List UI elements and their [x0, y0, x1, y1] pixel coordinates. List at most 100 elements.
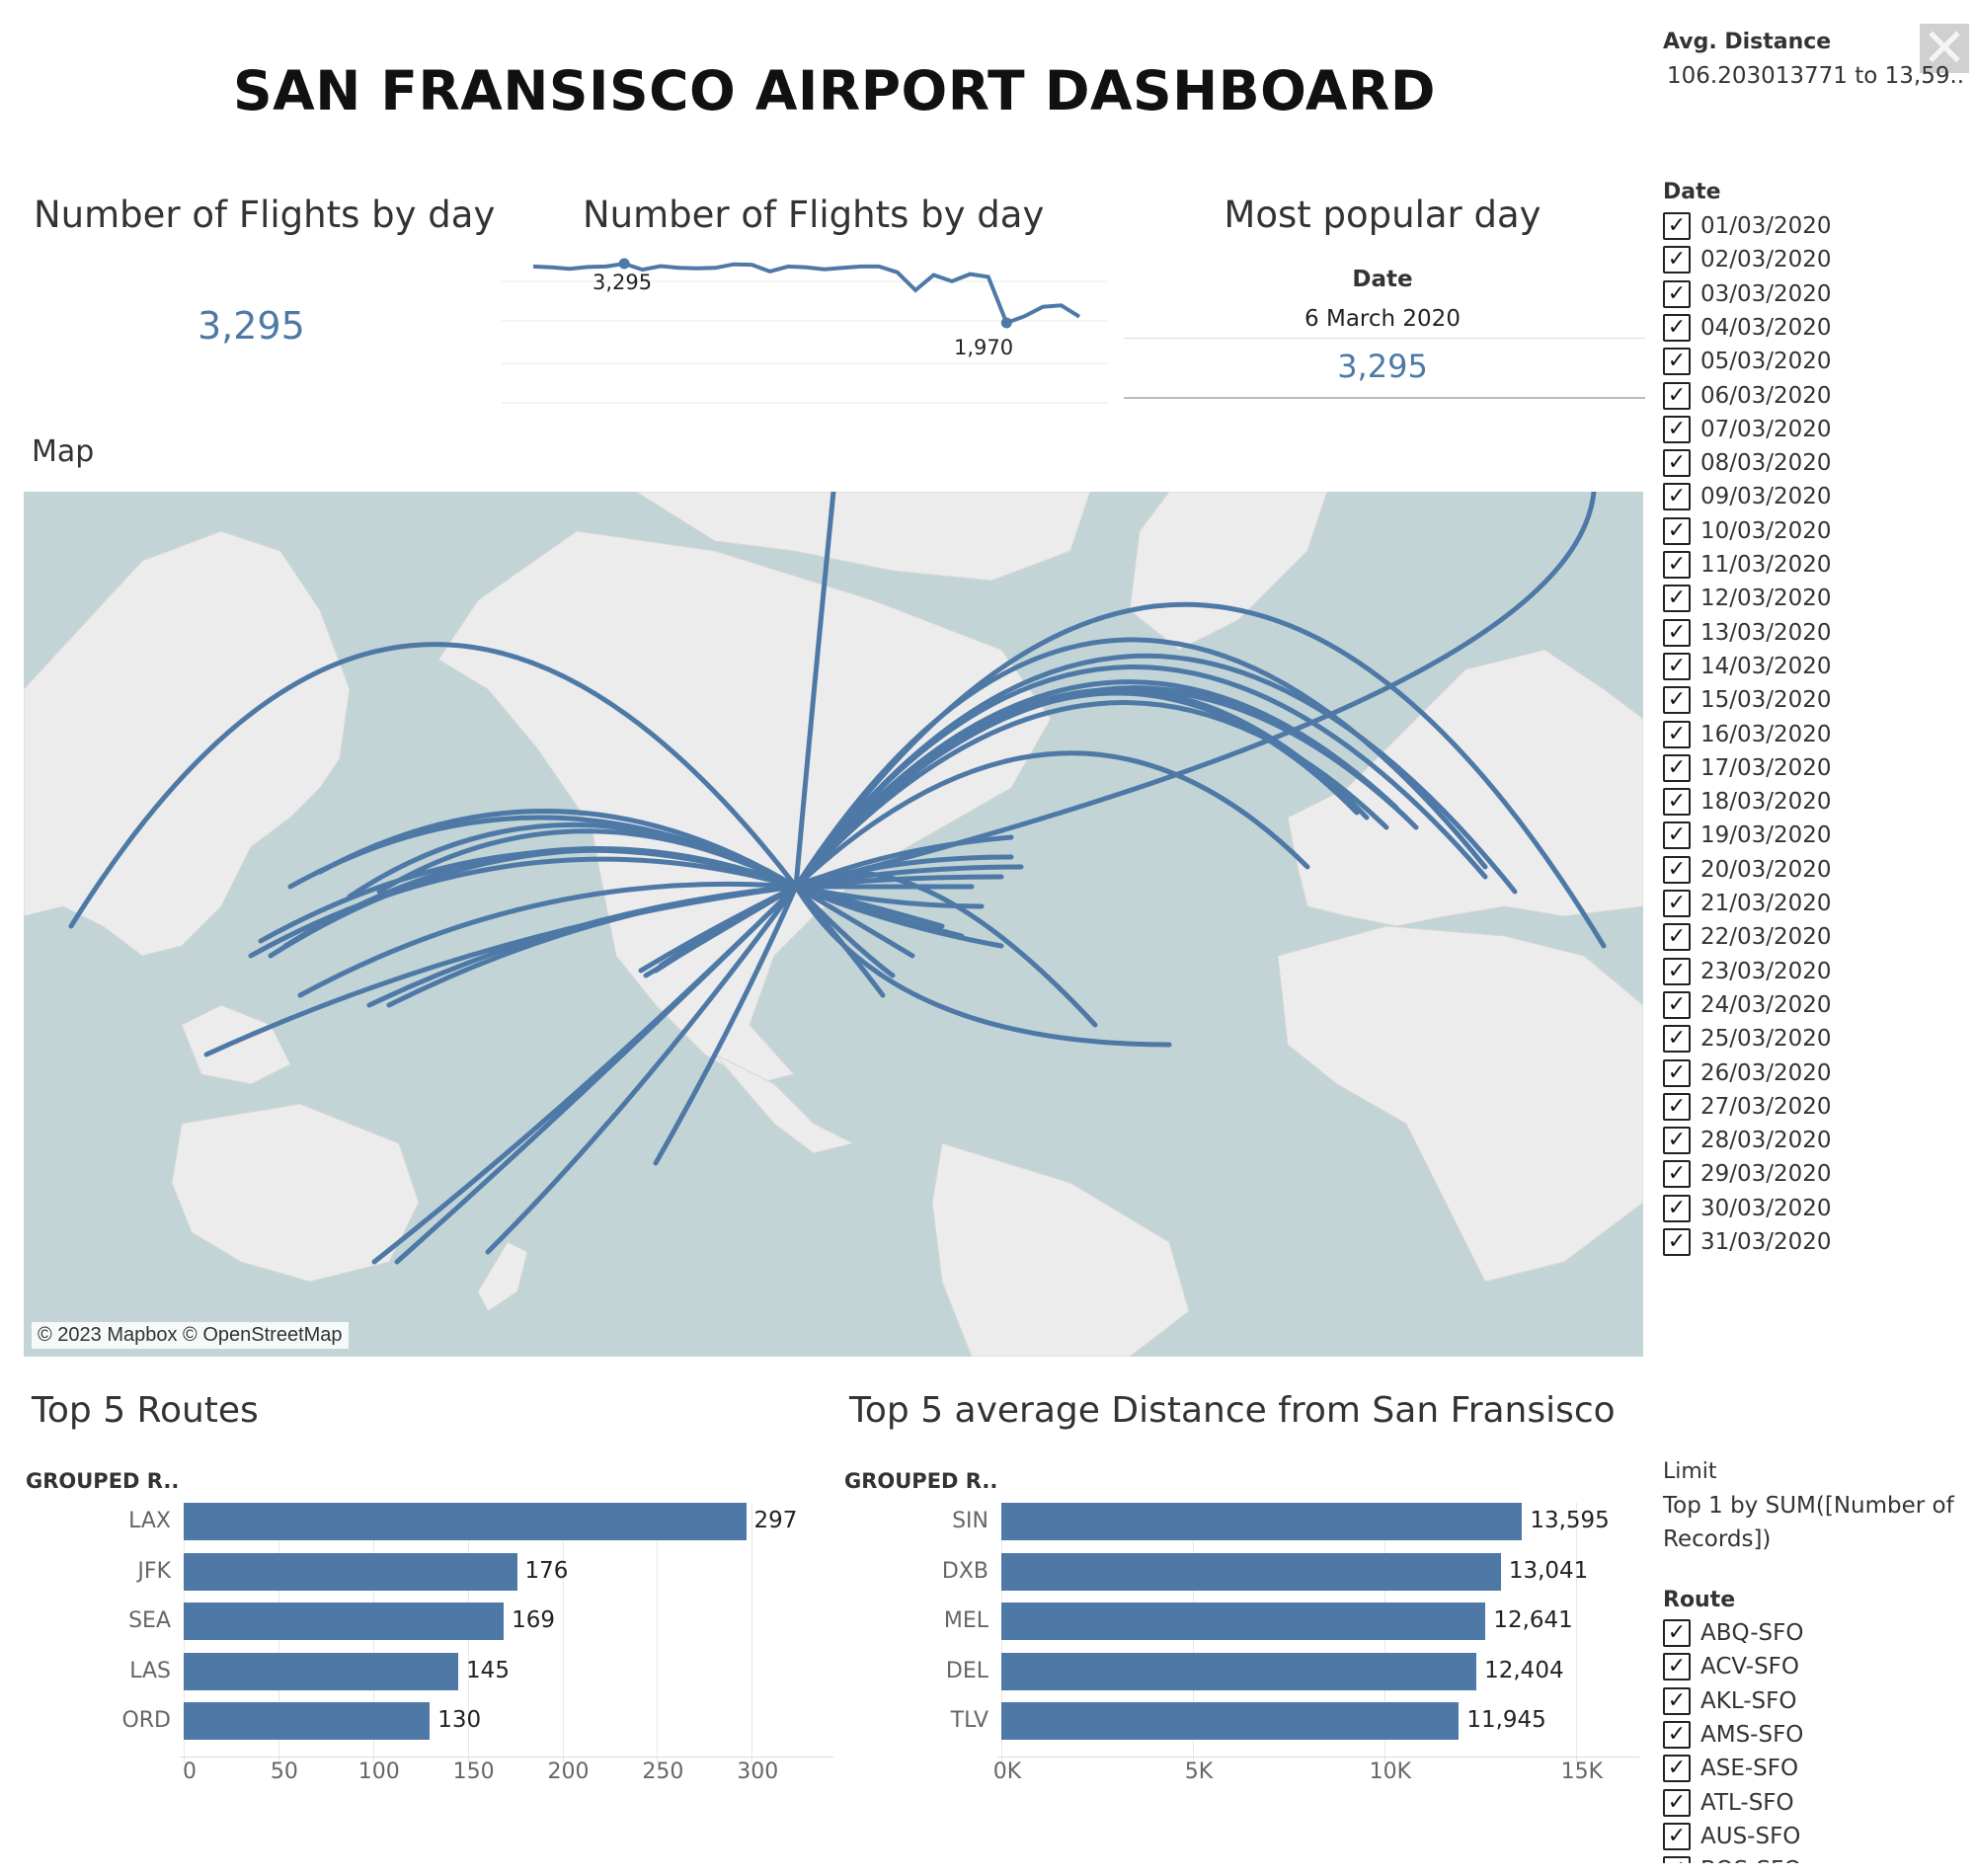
bar[interactable] — [1001, 1503, 1523, 1540]
checkbox-checked-icon[interactable]: ✓ — [1663, 585, 1691, 613]
route-arc[interactable] — [793, 854, 1014, 890]
checkbox-checked-icon[interactable]: ✓ — [1663, 1856, 1691, 1863]
date-filter-item[interactable]: ✓ 08/03/2020 — [1663, 446, 1832, 480]
bar[interactable] — [1001, 1552, 1501, 1591]
date-filter-item[interactable]: ✓ 25/03/2020 — [1663, 1022, 1832, 1055]
bar[interactable] — [1001, 1652, 1477, 1690]
date-filter-item[interactable]: ✓ 10/03/2020 — [1663, 514, 1832, 548]
route-arc[interactable] — [653, 884, 799, 1166]
date-filter-item[interactable]: ✓ 12/03/2020 — [1663, 582, 1832, 615]
checkbox-checked-icon[interactable]: ✓ — [1663, 652, 1691, 680]
bar[interactable] — [184, 1552, 517, 1591]
bar[interactable] — [1001, 1702, 1460, 1740]
checkbox-checked-icon[interactable]: ✓ — [1663, 1822, 1691, 1850]
date-filter-item[interactable]: ✓ 29/03/2020 — [1663, 1157, 1832, 1191]
bar[interactable] — [184, 1503, 747, 1540]
checkbox-checked-icon[interactable]: ✓ — [1663, 1092, 1691, 1121]
date-filter-item[interactable]: ✓ 31/03/2020 — [1663, 1225, 1832, 1259]
route-arc[interactable] — [658, 884, 799, 969]
bar[interactable] — [1001, 1602, 1486, 1640]
date-filter-item[interactable]: ✓ 01/03/2020 — [1663, 209, 1832, 243]
route-arc[interactable] — [793, 653, 1518, 895]
avg-distance-range[interactable]: 106.203013771 to 13,59.. — [1667, 63, 1963, 89]
route-filter-item[interactable]: ✓ ATL-SFO — [1663, 1786, 1794, 1820]
route-arc[interactable] — [371, 884, 799, 1265]
route-arc[interactable] — [793, 492, 1597, 890]
date-filter-item[interactable]: ✓ 28/03/2020 — [1663, 1124, 1832, 1157]
checkbox-checked-icon[interactable]: ✓ — [1663, 551, 1691, 579]
date-filter-item[interactable]: ✓ 05/03/2020 — [1663, 345, 1832, 378]
checkbox-checked-icon[interactable]: ✓ — [1663, 1160, 1691, 1189]
route-filter-item[interactable]: ✓ AKL-SFO — [1663, 1684, 1796, 1718]
checkbox-checked-icon[interactable]: ✓ — [1663, 313, 1691, 342]
checkbox-checked-icon[interactable]: ✓ — [1663, 788, 1691, 817]
checkbox-checked-icon[interactable]: ✓ — [1663, 1127, 1691, 1155]
checkbox-checked-icon[interactable]: ✓ — [1663, 821, 1691, 850]
checkbox-checked-icon[interactable]: ✓ — [1663, 1686, 1691, 1715]
route-arc[interactable] — [793, 884, 915, 959]
date-filter-item[interactable]: ✓ 09/03/2020 — [1663, 480, 1832, 513]
checkbox-checked-icon[interactable]: ✓ — [1663, 449, 1691, 478]
checkbox-checked-icon[interactable]: ✓ — [1663, 1619, 1691, 1647]
route-filter-item[interactable]: ✓ AUS-SFO — [1663, 1820, 1800, 1853]
date-filter-item[interactable]: ✓ 11/03/2020 — [1663, 548, 1832, 582]
date-filter-item[interactable]: ✓ 27/03/2020 — [1663, 1090, 1832, 1124]
date-filter-item[interactable]: ✓ 30/03/2020 — [1663, 1192, 1832, 1225]
route-filter-item[interactable]: ✓ BOS-SFO — [1663, 1853, 1801, 1863]
checkbox-checked-icon[interactable]: ✓ — [1663, 686, 1691, 715]
checkbox-checked-icon[interactable]: ✓ — [1663, 1194, 1691, 1222]
route-filter-item[interactable]: ✓ ACV-SFO — [1663, 1650, 1799, 1683]
checkbox-checked-icon[interactable]: ✓ — [1663, 381, 1691, 410]
route-arc[interactable] — [793, 884, 1004, 949]
checkbox-checked-icon[interactable]: ✓ — [1663, 753, 1691, 782]
checkbox-checked-icon[interactable]: ✓ — [1663, 348, 1691, 376]
date-filter-item[interactable]: ✓ 03/03/2020 — [1663, 277, 1832, 311]
checkbox-checked-icon[interactable]: ✓ — [1663, 957, 1691, 985]
route-arc[interactable] — [248, 856, 799, 959]
date-filter-item[interactable]: ✓ 22/03/2020 — [1663, 920, 1832, 954]
checkbox-checked-icon[interactable]: ✓ — [1663, 279, 1691, 308]
checkbox-checked-icon[interactable]: ✓ — [1663, 720, 1691, 748]
route-arc[interactable] — [68, 642, 799, 929]
route-arc[interactable] — [793, 492, 836, 890]
date-filter-item[interactable]: ✓ 21/03/2020 — [1663, 887, 1832, 920]
route-arc[interactable] — [793, 884, 886, 998]
date-filter-item[interactable]: ✓ 17/03/2020 — [1663, 751, 1832, 785]
checkbox-checked-icon[interactable]: ✓ — [1663, 1653, 1691, 1681]
checkbox-checked-icon[interactable]: ✓ — [1663, 990, 1691, 1019]
checkbox-checked-icon[interactable]: ✓ — [1663, 1228, 1691, 1256]
map-canvas[interactable] — [24, 492, 1643, 1357]
date-filter-item[interactable]: ✓ 06/03/2020 — [1663, 379, 1832, 413]
checkbox-checked-icon[interactable]: ✓ — [1663, 483, 1691, 511]
checkbox-checked-icon[interactable]: ✓ — [1663, 516, 1691, 545]
route-filter-item[interactable]: ✓ ASE-SFO — [1663, 1752, 1798, 1785]
checkbox-checked-icon[interactable]: ✓ — [1663, 1025, 1691, 1054]
checkbox-checked-icon[interactable]: ✓ — [1663, 923, 1691, 952]
route-filter-item[interactable]: ✓ ABQ-SFO — [1663, 1616, 1804, 1650]
route-arc[interactable] — [297, 881, 799, 998]
date-filter-item[interactable]: ✓ 07/03/2020 — [1663, 413, 1832, 446]
date-filter-item[interactable]: ✓ 02/03/2020 — [1663, 243, 1832, 276]
date-filter-item[interactable]: ✓ 19/03/2020 — [1663, 819, 1832, 852]
date-filter-item[interactable]: ✓ 23/03/2020 — [1663, 955, 1832, 988]
date-filter-item[interactable]: ✓ 16/03/2020 — [1663, 718, 1832, 751]
route-arc[interactable] — [485, 884, 799, 1255]
checkbox-checked-icon[interactable]: ✓ — [1663, 890, 1691, 917]
checkbox-checked-icon[interactable]: ✓ — [1663, 1058, 1691, 1087]
route-arc[interactable] — [793, 601, 1607, 949]
date-filter-item[interactable]: ✓ 13/03/2020 — [1663, 616, 1832, 650]
route-map[interactable]: © 2023 Mapbox © OpenStreetMap — [24, 492, 1643, 1357]
checkbox-checked-icon[interactable]: ✓ — [1663, 246, 1691, 274]
route-arc[interactable] — [376, 828, 799, 895]
date-filter-item[interactable]: ✓ 14/03/2020 — [1663, 650, 1832, 683]
date-filter-item[interactable]: ✓ 18/03/2020 — [1663, 785, 1832, 819]
date-filter-item[interactable]: ✓ 20/03/2020 — [1663, 853, 1832, 887]
route-arc[interactable] — [317, 809, 799, 890]
checkbox-checked-icon[interactable]: ✓ — [1663, 1720, 1691, 1749]
checkbox-checked-icon[interactable]: ✓ — [1663, 212, 1691, 240]
checkbox-checked-icon[interactable]: ✓ — [1663, 618, 1691, 647]
checkbox-checked-icon[interactable]: ✓ — [1663, 855, 1691, 884]
route-arc[interactable] — [793, 884, 1172, 1048]
date-filter-item[interactable]: ✓ 15/03/2020 — [1663, 683, 1832, 717]
checkbox-checked-icon[interactable]: ✓ — [1663, 415, 1691, 443]
